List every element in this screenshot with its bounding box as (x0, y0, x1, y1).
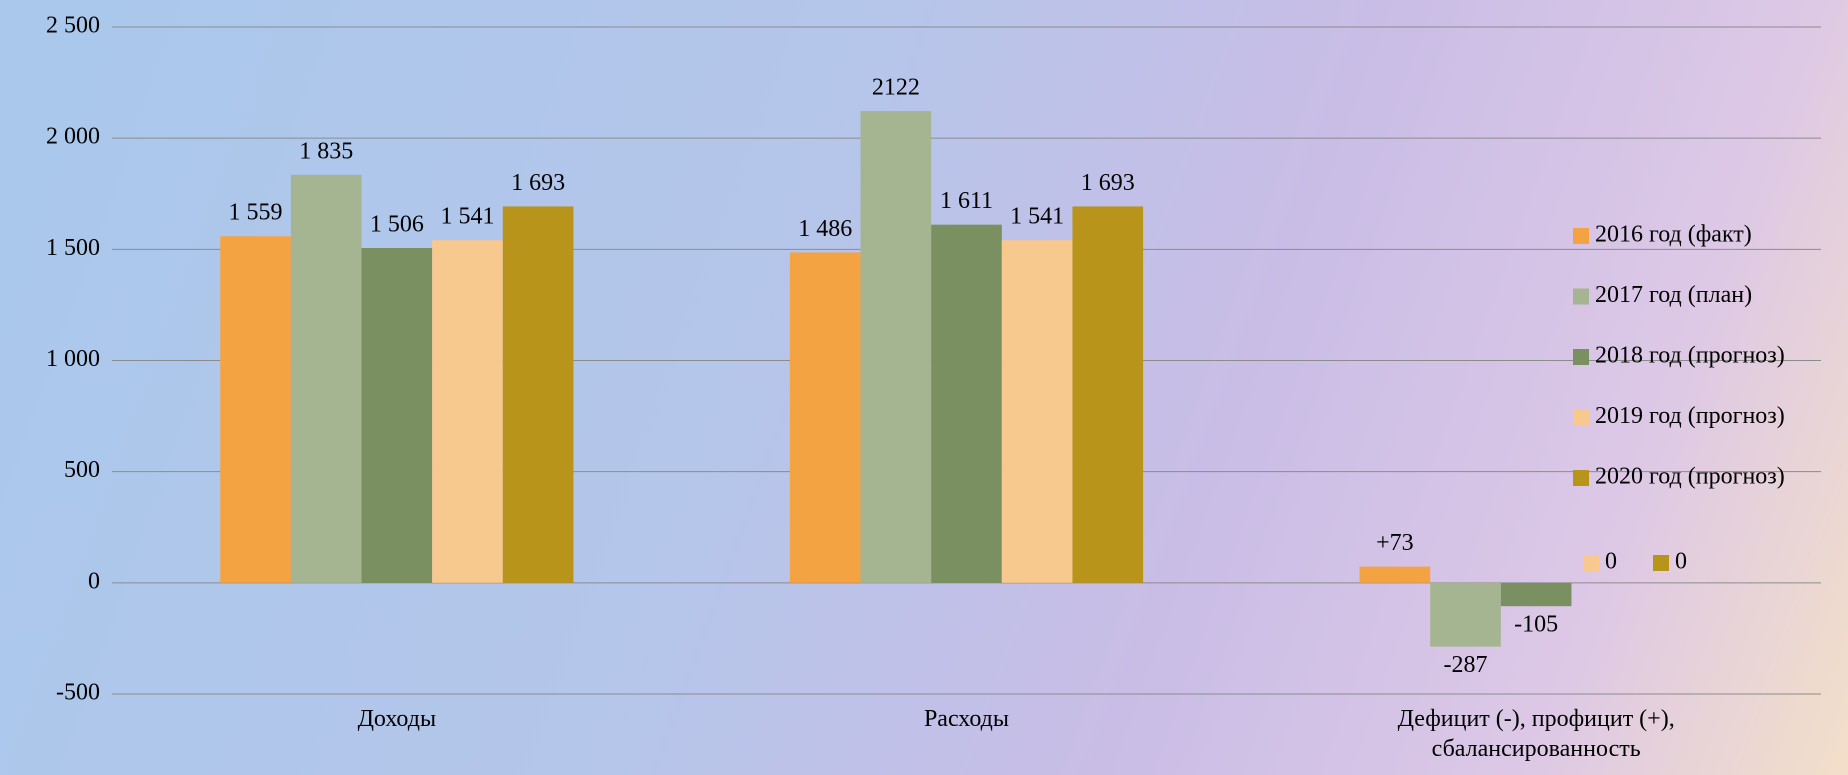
legend-swatch (1573, 470, 1589, 486)
y-tick-label: 500 (64, 457, 100, 483)
x-tick-label: Дефицит (-), профицит (+), сбалансирован… (1336, 704, 1736, 764)
legend-label: 2018 год (прогноз) (1595, 343, 1785, 369)
bar (432, 240, 503, 583)
data-label: -287 (1444, 652, 1488, 678)
legend-label: 2020 год (прогноз) (1595, 464, 1785, 490)
legend-swatch (1573, 289, 1589, 305)
bar (1430, 583, 1501, 647)
bar (1360, 567, 1431, 583)
x-tick-label: Расходы (767, 704, 1167, 734)
data-label: 1 835 (299, 138, 353, 164)
data-label: 2122 (872, 75, 920, 101)
legend-swatch (1573, 349, 1589, 365)
data-label: 1 506 (370, 211, 424, 237)
legend-label: 2019 год (прогноз) (1595, 403, 1785, 429)
data-label: 1 541 (1010, 204, 1064, 230)
bar (1002, 240, 1073, 583)
chart-area: -500 0 500 1 000 1 500 2 000 2 500 1 559 1 835 1 … (0, 0, 1848, 775)
bar (291, 175, 362, 583)
data-label: 1 693 (511, 170, 565, 196)
bar (790, 252, 861, 582)
bar (362, 248, 433, 583)
bar (503, 206, 574, 582)
bar (1501, 583, 1572, 606)
bar (1072, 206, 1143, 582)
bar (220, 236, 291, 583)
y-tick-label: 2 000 (46, 124, 100, 150)
legend-label: 0 (1605, 549, 1617, 575)
chart: -500 0 500 1 000 1 500 2 000 2 500 1 559 1 835 1 … (0, 0, 1848, 775)
data-label: 1 559 (229, 200, 283, 226)
y-tick-label: 2 500 (46, 13, 100, 39)
y-tick-label: -500 (56, 680, 100, 706)
y-tick-label: 0 (88, 568, 100, 594)
data-label: -105 (1514, 612, 1558, 638)
legend-label: 0 (1675, 549, 1687, 575)
legend-label: 2016 год (факт) (1595, 222, 1752, 248)
data-label: 1 541 (440, 204, 494, 230)
y-tick-label: 1 000 (46, 346, 100, 372)
data-label: +73 (1376, 530, 1414, 556)
bar (931, 225, 1002, 583)
y-tick-label: 1 500 (46, 235, 100, 261)
data-label: 1 693 (1081, 170, 1135, 196)
legend-swatch (1653, 555, 1669, 571)
x-tick-label: Доходы (197, 704, 597, 734)
legend-swatch (1573, 410, 1589, 426)
bar (861, 111, 932, 583)
data-label: 1 486 (798, 216, 852, 242)
legend-swatch (1583, 555, 1599, 571)
legend-swatch (1573, 228, 1589, 244)
legend-label: 2017 год (план) (1595, 282, 1752, 308)
data-label: 1 611 (940, 188, 993, 214)
